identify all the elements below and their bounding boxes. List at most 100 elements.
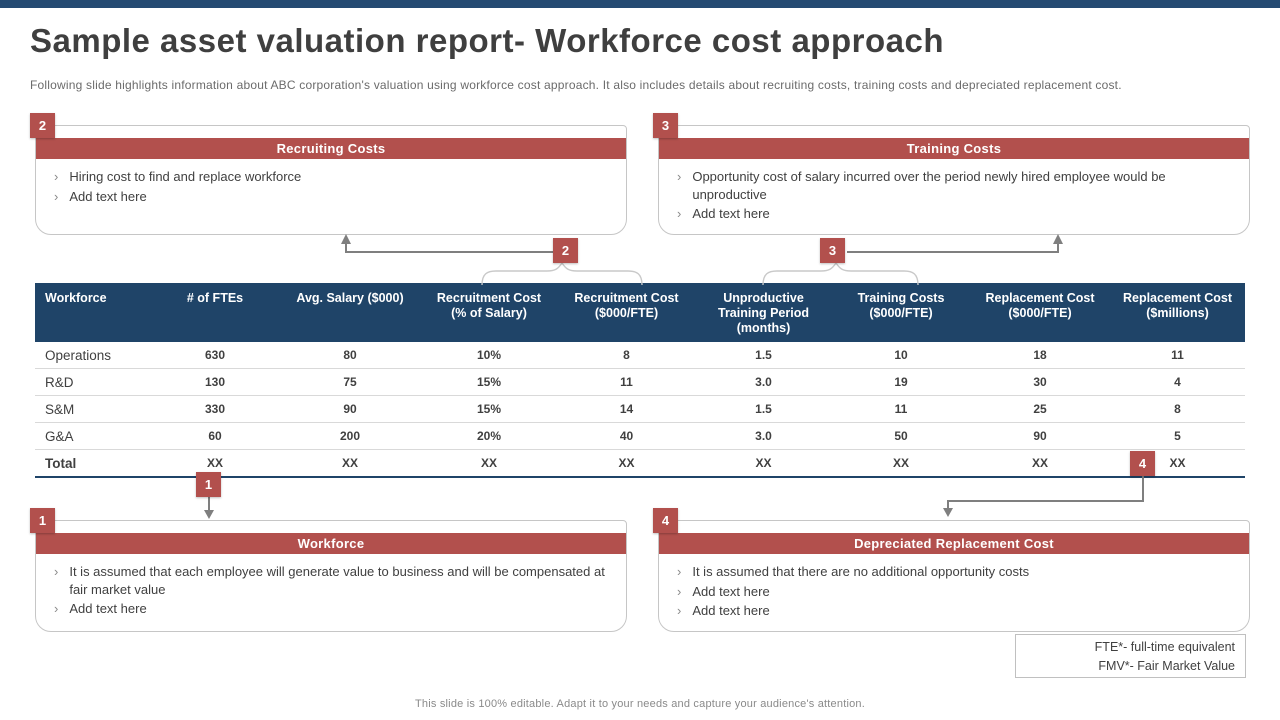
- arrow-up-icon: [1053, 234, 1063, 244]
- footnote-box: FTE*- full-time equivalent FMV*- Fair Ma…: [1015, 634, 1246, 678]
- callout-depreciated-replacement-cost: 4 Depreciated Replacement Cost › It is as…: [653, 508, 1250, 632]
- callout-training-costs: 3 Training Costs › Opportunity cost of sa…: [653, 113, 1250, 235]
- bullet-text: Add text here: [692, 583, 770, 599]
- cell-value: 20%: [420, 422, 558, 450]
- cell-value: 130: [150, 368, 280, 396]
- bullet-item: › Opportunity cost of salary incurred ove…: [677, 168, 1235, 203]
- cell-value: 200: [280, 422, 420, 450]
- bullet-item: › Add text here: [54, 188, 612, 206]
- cell-value: 10%: [420, 342, 558, 369]
- cell-value: 50: [832, 422, 970, 450]
- table-row: G&A 60 200 20% 40 3.0 50 90 5: [35, 422, 1245, 450]
- cell-value: 30: [970, 368, 1110, 396]
- cell-value: XX: [420, 449, 558, 478]
- callout-badge: 1: [30, 508, 55, 533]
- arrow-line-training: [847, 243, 1059, 253]
- cell-value: 630: [150, 342, 280, 369]
- arrow-line-depreciated: [947, 476, 1144, 509]
- callout-title: Depreciated Replacement Cost: [659, 533, 1249, 554]
- cell-value: 5: [1110, 422, 1245, 450]
- table-header-row: Workforce # of FTEs Avg. Salary ($000) R…: [35, 283, 1245, 342]
- bullet-item: › Add text here: [677, 602, 1235, 620]
- cell-value: 15%: [420, 368, 558, 396]
- bullet-item: › Add text here: [54, 600, 612, 618]
- page-title: Sample asset valuation report- Workforce…: [30, 22, 944, 59]
- connector-badge-2: 2: [553, 238, 578, 263]
- cell-value: 19: [832, 368, 970, 396]
- arrow-up-icon: [341, 234, 351, 244]
- arrow-down-icon: [943, 508, 953, 517]
- cell-value: 11: [558, 368, 695, 396]
- bullet-item: › It is assumed that there are no additio…: [677, 563, 1235, 581]
- callout-recruiting-costs: 2 Recruiting Costs › Hiring cost to find …: [30, 113, 627, 235]
- brace-recruitment-columns: [481, 261, 643, 286]
- cell-value: 8: [1110, 395, 1245, 423]
- row-label: Operations: [35, 342, 150, 369]
- row-label: Total: [35, 449, 150, 478]
- arrow-line-recruiting: [345, 243, 553, 253]
- bullet-item: › Add text here: [677, 205, 1235, 223]
- cell-value: 11: [1110, 342, 1245, 369]
- bullet-marker-icon: ›: [677, 603, 682, 618]
- cell-value: 4: [1110, 368, 1245, 396]
- column-header: Unproductive Training Period (months): [695, 283, 832, 342]
- bullet-marker-icon: ›: [54, 169, 59, 184]
- cell-value: 10: [832, 342, 970, 369]
- bullet-text: Add text here: [69, 188, 147, 204]
- bullet-item: › Hiring cost to find and replace workfor…: [54, 168, 612, 186]
- bullet-text: It is assumed that there are no addition…: [692, 564, 1030, 579]
- cell-value: 11: [832, 395, 970, 423]
- callout-bullet-list: › Opportunity cost of salary incurred ove…: [677, 166, 1235, 223]
- cell-value: 75: [280, 368, 420, 396]
- column-header: Recruitment Cost ($000/FTE): [558, 283, 695, 342]
- column-header: Replacement Cost ($000/FTE): [970, 283, 1110, 342]
- table-row: S&M 330 90 15% 14 1.5 11 25 8: [35, 395, 1245, 423]
- bullet-marker-icon: ›: [54, 601, 59, 616]
- column-header: Replacement Cost ($millions): [1110, 283, 1245, 342]
- callout-badge: 4: [653, 508, 678, 533]
- callout-badge: 3: [653, 113, 678, 138]
- callout-workforce: 1 Workforce › It is assumed that each emp…: [30, 508, 627, 632]
- row-label: S&M: [35, 395, 150, 423]
- callout-title: Training Costs: [659, 138, 1249, 159]
- footnote-line: FMV*- Fair Market Value: [1098, 659, 1235, 673]
- cell-value: 18: [970, 342, 1110, 369]
- cell-value: 3.0: [695, 422, 832, 450]
- bullet-item: › Add text here: [677, 583, 1235, 601]
- arrow-down-icon: [204, 510, 214, 519]
- table-row: R&D 130 75 15% 11 3.0 19 30 4: [35, 368, 1245, 396]
- cell-value: XX: [558, 449, 695, 478]
- cell-value: 1.5: [695, 395, 832, 423]
- cell-value: 8: [558, 342, 695, 369]
- top-accent-bar: [0, 0, 1280, 8]
- bullet-marker-icon: ›: [677, 169, 682, 184]
- bullet-text: Hiring cost to find and replace workforc…: [69, 169, 302, 184]
- bullet-text: Add text here: [692, 206, 770, 221]
- cell-value: 90: [970, 422, 1110, 450]
- cell-value: 90: [280, 395, 420, 423]
- cell-value: 330: [150, 395, 280, 423]
- connector-badge-1: 1: [196, 472, 221, 497]
- row-label: G&A: [35, 422, 150, 450]
- bullet-marker-icon: ›: [677, 206, 682, 221]
- bullet-marker-icon: ›: [677, 564, 682, 579]
- bullet-marker-icon: ›: [677, 583, 682, 599]
- column-header: # of FTEs: [150, 283, 280, 342]
- cell-value: XX: [695, 449, 832, 478]
- connector-badge-4: 4: [1130, 451, 1155, 476]
- brace-training-columns: [762, 261, 919, 286]
- cell-value: 40: [558, 422, 695, 450]
- bullet-text: It is assumed that each employee will ge…: [69, 564, 605, 597]
- callout-badge: 2: [30, 113, 55, 138]
- cell-value: 60: [150, 422, 280, 450]
- bullet-text: Add text here: [692, 603, 770, 618]
- column-header: Training Costs ($000/FTE): [832, 283, 970, 342]
- cell-value: 14: [558, 395, 695, 423]
- footnote-line: FTE*- full-time equivalent: [1094, 640, 1235, 654]
- cell-value: XX: [970, 449, 1110, 478]
- callout-bullet-list: › It is assumed that each employee will g…: [54, 561, 612, 618]
- bullet-marker-icon: ›: [54, 188, 59, 204]
- table-body: Operations 630 80 10% 8 1.5 10 18 11 R&D 130 75 15% 1…: [35, 342, 1245, 478]
- cell-value: 80: [280, 342, 420, 369]
